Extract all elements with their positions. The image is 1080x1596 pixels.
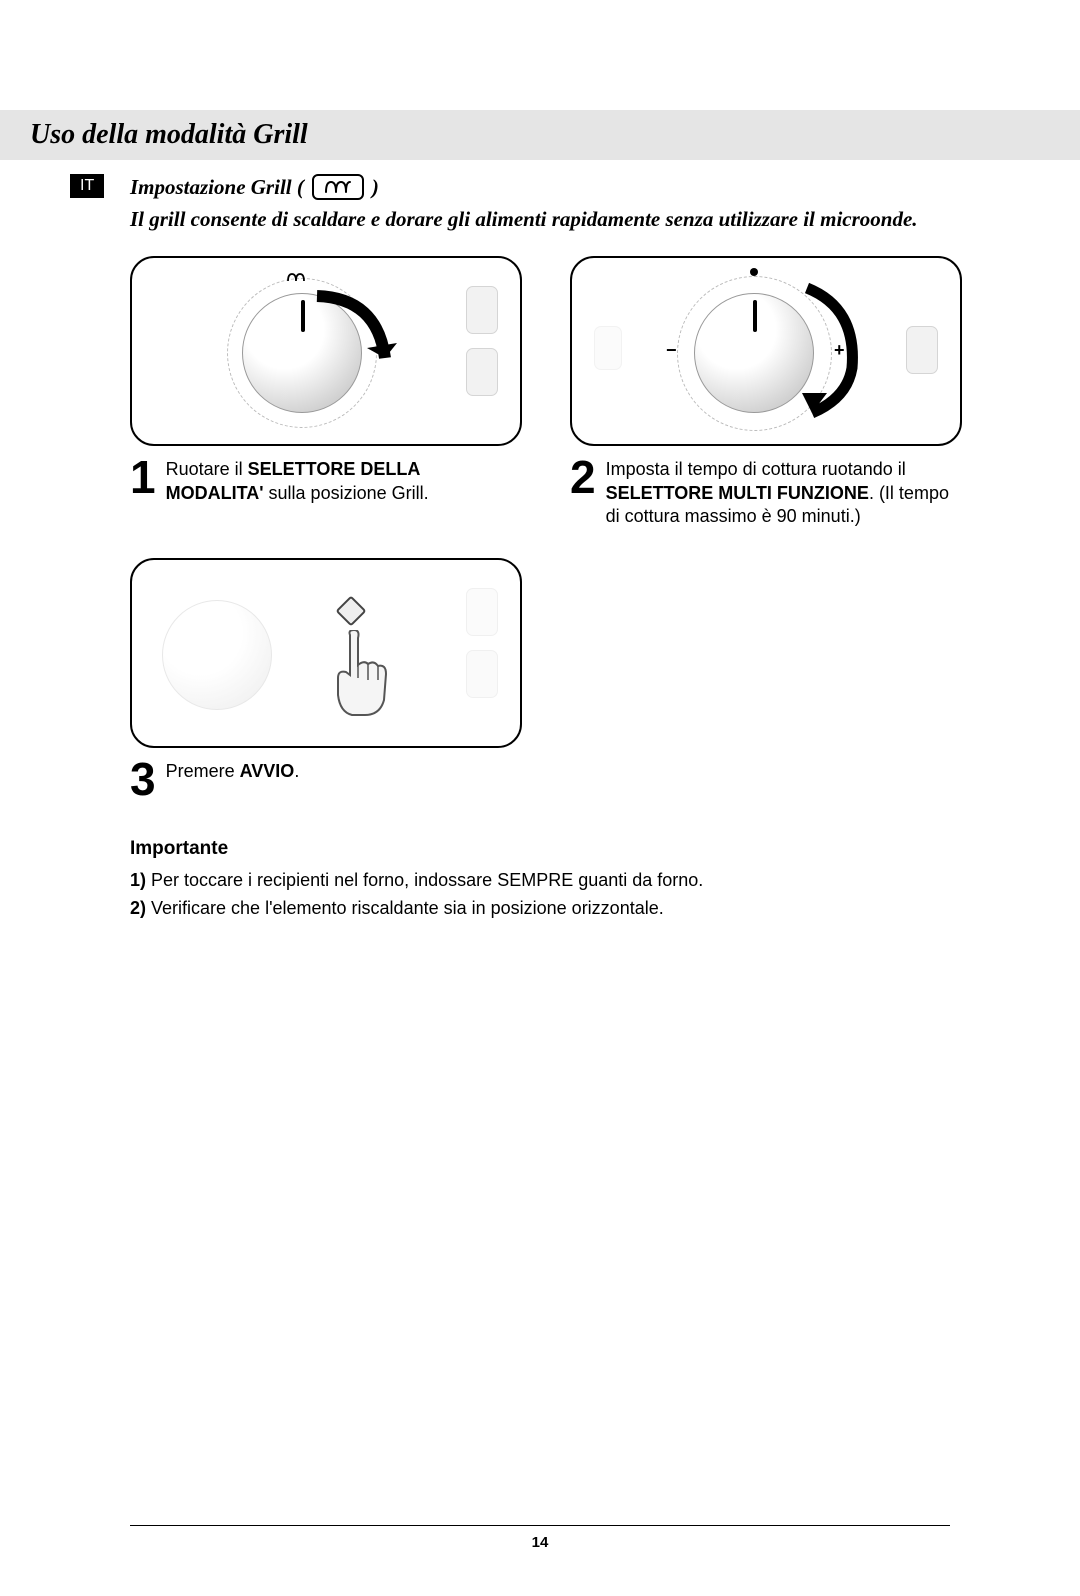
timer-top-dot	[750, 268, 758, 276]
content-area: IT Impostazione Grill ( ) Il grill conse…	[0, 160, 1080, 921]
important-item-1: 1) Per toccare i recipienti nel forno, i…	[130, 868, 984, 893]
important-block: Importante 1) Per toccare i recipienti n…	[130, 838, 984, 920]
step-3-text: Premere AVVIO.	[166, 756, 300, 783]
step-2-number: 2	[570, 454, 596, 500]
step-3-number: 3	[130, 756, 156, 802]
important-heading: Importante	[130, 838, 984, 860]
step-1-text-pre: Ruotare il	[166, 459, 248, 479]
subtitle-row: Impostazione Grill ( )	[130, 174, 984, 200]
step-3-bold: AVVIO	[240, 761, 295, 781]
title-bar: Uso della modalità Grill	[0, 110, 1080, 160]
page-footer: 14	[0, 1525, 1080, 1552]
step-1-text-post: sulla posizione Grill.	[264, 483, 429, 503]
grill-icon-box	[312, 174, 364, 200]
step-2-text-pre: Imposta il tempo di cottura ruotando il	[606, 459, 906, 479]
step-3: 3 Premere AVVIO.	[130, 558, 522, 802]
steps-row-1: 1 Ruotare il SELETTORE DELLA MODALITA' s…	[130, 256, 984, 528]
document-page: Uso della modalità Grill IT Impostazione…	[0, 110, 1080, 1596]
step-1-panel	[130, 256, 522, 446]
start-button-area	[466, 588, 498, 698]
language-badge: IT	[70, 174, 104, 198]
page-title: Uso della modalità Grill	[30, 119, 308, 151]
important-1-text: Per toccare i recipienti nel forno, indo…	[146, 870, 703, 890]
step-3-text-post: .	[294, 761, 299, 781]
start-button-icon	[335, 596, 366, 627]
step-1-number: 1	[130, 454, 156, 500]
multi-function-dial	[694, 293, 814, 413]
important-2-num: 2)	[130, 898, 146, 918]
subtitle-suffix: )	[372, 175, 379, 200]
side-button-top-faint	[466, 588, 498, 636]
minus-icon: −	[666, 340, 677, 361]
left-faint-button	[594, 326, 622, 370]
step-1-text: Ruotare il SELETTORE DELLA MODALITA' sul…	[166, 454, 522, 505]
side-button-bottom	[466, 348, 498, 396]
step-3-text-pre: Premere	[166, 761, 240, 781]
side-button	[906, 326, 938, 374]
rotate-arrow-icon	[797, 278, 887, 428]
important-item-2: 2) Verificare che l'elemento riscaldante…	[130, 896, 984, 921]
footer-rule	[130, 1525, 950, 1526]
step-3-caption: 3 Premere AVVIO.	[130, 756, 522, 802]
faint-dial	[162, 600, 272, 710]
steps-row-2: 3 Premere AVVIO.	[130, 558, 984, 802]
hand-icon	[330, 630, 400, 720]
step-1-caption: 1 Ruotare il SELETTORE DELLA MODALITA' s…	[130, 454, 522, 505]
step-2-bold: SELETTORE MULTI FUNZIONE	[606, 483, 869, 503]
subtitle-prefix: Impostazione Grill (	[130, 175, 304, 200]
page-number: 14	[532, 1534, 549, 1551]
important-2-text: Verificare che l'elemento riscaldante si…	[146, 898, 664, 918]
intro-text: Il grill consente di scaldare e dorare g…	[130, 206, 964, 232]
step-2-text: Imposta il tempo di cottura ruotando il …	[606, 454, 962, 528]
step-2: − + 2 Imposta il tempo di cottura ruotan…	[570, 256, 962, 528]
step-2-caption: 2 Imposta il tempo di cottura ruotando i…	[570, 454, 962, 528]
press-gesture	[330, 630, 400, 725]
side-button-top	[466, 286, 498, 334]
grill-icon	[324, 178, 352, 194]
important-1-num: 1)	[130, 870, 146, 890]
rotate-arrow-icon	[307, 288, 417, 398]
step-1: 1 Ruotare il SELETTORE DELLA MODALITA' s…	[130, 256, 522, 528]
grill-position-icon	[287, 270, 307, 287]
step-2-panel: − +	[570, 256, 962, 446]
step-3-panel	[130, 558, 522, 748]
side-button-bottom-faint	[466, 650, 498, 698]
side-buttons	[466, 286, 498, 396]
